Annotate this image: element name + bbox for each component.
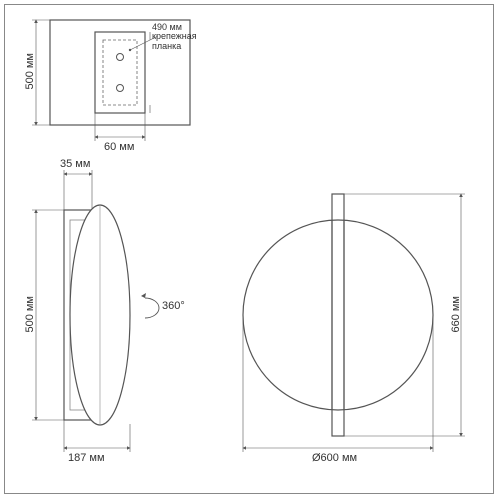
label-depth: 35 мм — [60, 158, 90, 170]
front-view — [243, 194, 465, 452]
label-top-height: 500 мм — [24, 53, 36, 90]
label-bar-height: 660 мм — [450, 296, 462, 333]
callout-line2: планка — [152, 41, 181, 51]
label-side-width: 187 мм — [68, 452, 105, 464]
label-side-height: 500 мм — [24, 296, 36, 333]
drawing-svg — [0, 0, 500, 500]
callout-bracket: крепежная планка — [152, 32, 197, 52]
label-diameter: Ø600 мм — [312, 452, 357, 464]
label-rotation: 360° — [162, 300, 185, 312]
callout-line1: крепежная — [152, 31, 197, 41]
label-top-width: 60 мм — [104, 141, 134, 153]
drawing-canvas: 500 мм 60 мм 490 мм крепежная планка 35 … — [0, 0, 500, 500]
side-view — [32, 170, 159, 452]
